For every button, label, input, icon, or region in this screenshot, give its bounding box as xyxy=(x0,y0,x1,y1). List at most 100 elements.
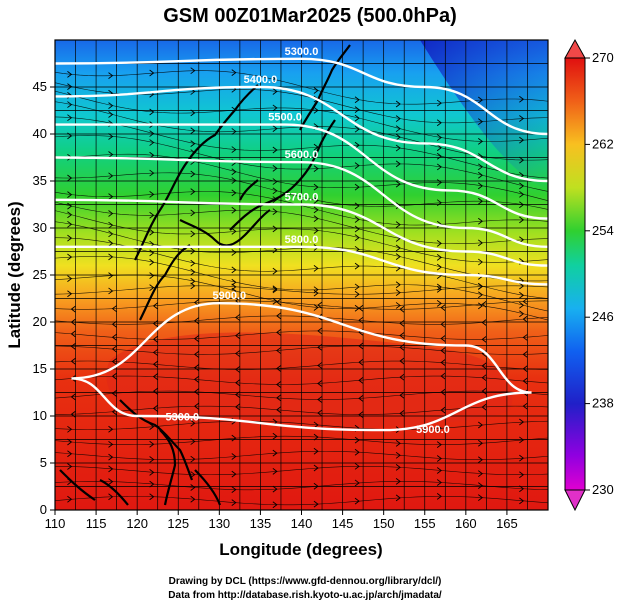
streamline-arrow xyxy=(395,494,401,502)
streamline-arrow xyxy=(272,432,278,440)
streamline-arrow xyxy=(436,424,442,432)
streamline-arrow xyxy=(436,152,442,160)
streamline-arrow xyxy=(231,266,237,274)
streamline-arrow xyxy=(152,360,158,368)
streamline-arrow xyxy=(477,302,484,310)
streamline-arrow xyxy=(481,403,487,411)
contour-label-5600: 5600.0 xyxy=(285,149,319,161)
streamline-arrow xyxy=(108,210,114,217)
streamline-arrow xyxy=(313,197,319,204)
streamline-arrow xyxy=(436,283,442,291)
streamline-arrow xyxy=(67,450,73,458)
streamline-arrow xyxy=(399,320,405,327)
streamline-arrow xyxy=(108,493,114,501)
streamline-arrow xyxy=(231,470,237,478)
streamline-arrow xyxy=(313,265,319,272)
streamline-arrow xyxy=(313,447,319,455)
warm-core xyxy=(106,332,513,427)
streamline-arrow xyxy=(70,393,76,401)
contour-label-5500: 5500.0 xyxy=(268,112,302,124)
streamline-arrow xyxy=(436,254,442,261)
streamline-arrow xyxy=(481,387,487,395)
streamline-arrow xyxy=(108,272,114,279)
streamline-arrow xyxy=(276,365,282,372)
streamline-arrow xyxy=(108,253,114,261)
streamline-arrow xyxy=(272,196,278,203)
streamline-arrow xyxy=(440,347,446,355)
streamline-arrow xyxy=(190,209,196,217)
contour-line-5300 xyxy=(55,57,548,136)
y-tick-label: 25 xyxy=(33,267,47,282)
streamline-arrow xyxy=(354,216,360,223)
streamline-arrow xyxy=(235,350,241,357)
streamline-arrow xyxy=(436,119,442,127)
streamline-arrow xyxy=(272,285,278,293)
streamline-arrow xyxy=(231,287,237,295)
streamline-arrow xyxy=(477,217,484,225)
streamline-arrow xyxy=(436,300,442,307)
streamline-arrow xyxy=(235,332,241,340)
y-tick-label: 10 xyxy=(33,408,47,423)
streamline-arrow xyxy=(152,349,158,356)
streamline-arrow xyxy=(481,335,487,343)
streamline-arrow xyxy=(149,493,155,501)
streamline-arrow xyxy=(481,374,487,382)
streamline-arrow xyxy=(354,202,360,210)
streamline-arrow xyxy=(272,178,278,185)
streamline-arrow xyxy=(70,357,76,365)
streamline-arrow xyxy=(399,357,405,365)
contour-label-5700: 5700.0 xyxy=(285,192,319,204)
streamline-arrow xyxy=(313,286,319,294)
streamline-arrow xyxy=(354,96,360,104)
height-contours xyxy=(55,57,548,432)
credit-line-1: Drawing by DCL (https://www.gfd-dennou.o… xyxy=(169,576,442,587)
streamline-arrow xyxy=(190,495,196,503)
streamline-arrow xyxy=(67,211,73,219)
colorbar-tick-label: 254 xyxy=(592,223,614,238)
contour-line-5500 xyxy=(55,123,548,220)
streamline-arrow xyxy=(272,501,278,509)
streamline-arrow xyxy=(436,134,442,141)
streamline-arrow xyxy=(190,188,196,196)
streamline-arrow xyxy=(440,372,446,380)
streamline-arrow xyxy=(70,375,76,382)
x-tick-label: 140 xyxy=(291,516,313,531)
x-tick-label: 150 xyxy=(373,516,395,531)
streamline-arrow xyxy=(477,258,484,266)
streamline-arrow xyxy=(108,133,114,140)
colorbar-bottom-arrow xyxy=(564,489,586,512)
streamline-arrow xyxy=(440,406,446,414)
streamline-arrow xyxy=(313,183,319,191)
streamline-arrow xyxy=(108,193,114,201)
streamline-arrow xyxy=(149,440,155,448)
streamline-arrow xyxy=(522,350,528,358)
streamline-arrow xyxy=(395,302,401,309)
coastlines xyxy=(59,44,351,506)
streamline-arrow xyxy=(272,485,278,493)
streamline-arrow xyxy=(354,114,360,122)
streamline-arrow xyxy=(276,381,282,388)
streamline-arrow xyxy=(152,320,158,327)
x-tick-label: 160 xyxy=(455,516,477,531)
streamline-arrow xyxy=(111,358,117,365)
streamline-arrow xyxy=(436,467,442,474)
streamline-arrow xyxy=(67,463,73,470)
x-axis: 110 115 120 125 130 135 140 145 150 155 160 165 xyxy=(45,510,518,531)
streamline-arrow xyxy=(231,69,237,76)
streamline-arrow xyxy=(477,96,484,104)
streamline-arrow xyxy=(231,146,237,153)
streamline-arrow xyxy=(395,253,401,260)
streamline-arrow xyxy=(313,227,319,234)
streamline-arrow xyxy=(149,190,155,198)
streamline-arrow xyxy=(358,395,364,402)
colorbar-top-arrow xyxy=(564,38,586,59)
streamline-arrow xyxy=(519,471,525,479)
streamline-arrow xyxy=(395,464,401,471)
streamline-arrow xyxy=(317,327,323,335)
streamline-arrow xyxy=(190,277,196,285)
colorbar-tick-label: 230 xyxy=(592,482,614,497)
streamline-arrow xyxy=(354,283,360,291)
x-tick-label: 145 xyxy=(332,516,354,531)
streamline-arrow xyxy=(108,172,114,180)
